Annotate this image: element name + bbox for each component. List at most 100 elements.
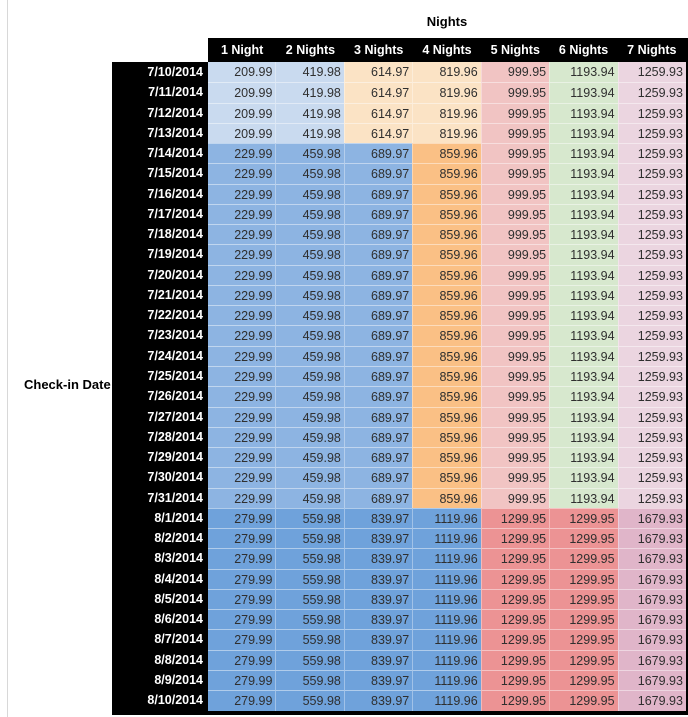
price-cell[interactable]: 859.96 — [412, 365, 481, 387]
price-cell[interactable]: 459.98 — [275, 325, 344, 346]
price-cell[interactable]: 1259.93 — [617, 447, 686, 468]
price-cell[interactable]: 1193.94 — [549, 102, 618, 123]
price-cell[interactable]: 999.95 — [480, 82, 550, 103]
price-cell[interactable]: 1259.93 — [617, 203, 686, 225]
price-cell[interactable]: 1299.95 — [549, 629, 618, 650]
date-cell[interactable]: 8/2/2014 — [112, 528, 208, 549]
date-cell[interactable]: 7/19/2014 — [112, 244, 208, 265]
price-cell[interactable]: 859.96 — [412, 163, 481, 184]
price-cell[interactable]: 559.98 — [275, 649, 344, 670]
price-cell[interactable]: 1193.94 — [549, 345, 618, 366]
price-cell[interactable]: 1119.96 — [412, 548, 481, 569]
price-cell[interactable]: 1259.93 — [617, 386, 686, 407]
price-cell[interactable]: 459.98 — [275, 447, 344, 468]
price-cell[interactable]: 819.96 — [412, 82, 481, 103]
price-cell[interactable]: 839.97 — [343, 649, 413, 670]
price-cell[interactable]: 459.98 — [275, 386, 344, 407]
price-cell[interactable]: 1193.94 — [549, 122, 618, 144]
price-cell[interactable]: 999.95 — [480, 345, 550, 366]
price-cell[interactable]: 859.96 — [412, 244, 481, 265]
price-cell[interactable]: 1299.95 — [549, 548, 618, 569]
price-cell[interactable]: 459.98 — [275, 365, 344, 387]
price-cell[interactable]: 689.97 — [343, 386, 413, 407]
price-cell[interactable]: 459.98 — [275, 264, 344, 285]
price-cell[interactable]: 1259.93 — [617, 224, 686, 245]
price-cell[interactable]: 999.95 — [480, 264, 550, 285]
price-cell[interactable]: 689.97 — [343, 406, 413, 427]
price-cell[interactable]: 559.98 — [275, 609, 344, 630]
price-cell[interactable]: 859.96 — [412, 345, 481, 366]
price-cell[interactable]: 689.97 — [343, 467, 413, 488]
price-cell[interactable]: 1193.94 — [549, 467, 618, 488]
price-cell[interactable]: 689.97 — [343, 345, 413, 366]
price-cell[interactable]: 859.96 — [412, 467, 481, 488]
price-cell[interactable]: 279.99 — [208, 609, 276, 630]
date-cell[interactable]: 7/29/2014 — [112, 447, 208, 468]
price-cell[interactable]: 999.95 — [480, 467, 550, 488]
price-cell[interactable]: 1259.93 — [617, 183, 686, 204]
price-cell[interactable]: 459.98 — [275, 487, 344, 508]
price-cell[interactable]: 819.96 — [412, 62, 481, 83]
price-cell[interactable]: 229.99 — [208, 284, 276, 306]
price-cell[interactable]: 1193.94 — [549, 244, 618, 265]
price-cell[interactable]: 1259.93 — [617, 284, 686, 306]
price-cell[interactable]: 999.95 — [480, 183, 550, 204]
price-cell[interactable]: 819.96 — [412, 102, 481, 123]
price-cell[interactable]: 839.97 — [343, 528, 413, 549]
price-cell[interactable]: 1119.96 — [412, 669, 481, 691]
price-cell[interactable]: 229.99 — [208, 305, 276, 326]
price-cell[interactable]: 1259.93 — [617, 487, 686, 508]
price-cell[interactable]: 1679.93 — [617, 629, 686, 650]
price-cell[interactable]: 559.98 — [275, 588, 344, 610]
price-cell[interactable]: 1193.94 — [549, 203, 618, 225]
price-cell[interactable]: 1193.94 — [549, 386, 618, 407]
price-cell[interactable]: 1299.95 — [549, 568, 618, 589]
price-cell[interactable]: 614.97 — [343, 82, 413, 103]
price-cell[interactable]: 229.99 — [208, 426, 276, 448]
price-cell[interactable]: 999.95 — [480, 62, 550, 83]
price-cell[interactable]: 1679.93 — [617, 609, 686, 630]
date-cell[interactable]: 7/25/2014 — [112, 365, 208, 387]
price-cell[interactable]: 229.99 — [208, 345, 276, 366]
price-cell[interactable]: 689.97 — [343, 143, 413, 164]
price-cell[interactable]: 1299.95 — [480, 568, 550, 589]
price-cell[interactable]: 279.99 — [208, 568, 276, 589]
price-cell[interactable]: 859.96 — [412, 224, 481, 245]
price-cell[interactable]: 859.96 — [412, 325, 481, 346]
price-cell[interactable]: 1193.94 — [549, 305, 618, 326]
price-cell[interactable]: 859.96 — [412, 447, 481, 468]
price-cell[interactable]: 859.96 — [412, 305, 481, 326]
price-cell[interactable]: 1193.94 — [549, 426, 618, 448]
price-cell[interactable]: 999.95 — [480, 406, 550, 427]
price-cell[interactable]: 839.97 — [343, 629, 413, 650]
price-cell[interactable]: 1259.93 — [617, 143, 686, 164]
price-cell[interactable]: 1193.94 — [549, 365, 618, 387]
date-cell[interactable]: 7/15/2014 — [112, 163, 208, 184]
price-cell[interactable]: 1259.93 — [617, 244, 686, 265]
price-cell[interactable]: 419.98 — [275, 62, 344, 83]
price-cell[interactable]: 999.95 — [480, 102, 550, 123]
price-cell[interactable]: 689.97 — [343, 244, 413, 265]
date-cell[interactable]: 7/17/2014 — [112, 203, 208, 225]
price-cell[interactable]: 859.96 — [412, 143, 481, 164]
price-cell[interactable]: 1119.96 — [412, 507, 481, 529]
date-cell[interactable]: 7/14/2014 — [112, 143, 208, 164]
price-cell[interactable]: 229.99 — [208, 163, 276, 184]
date-cell[interactable]: 8/6/2014 — [112, 609, 208, 630]
date-cell[interactable]: 8/9/2014 — [112, 669, 208, 691]
price-cell[interactable]: 279.99 — [208, 528, 276, 549]
price-cell[interactable]: 859.96 — [412, 406, 481, 427]
price-cell[interactable]: 1299.95 — [480, 629, 550, 650]
date-cell[interactable]: 7/28/2014 — [112, 426, 208, 448]
price-cell[interactable]: 209.99 — [208, 122, 276, 144]
price-cell[interactable]: 1193.94 — [549, 325, 618, 346]
price-cell[interactable]: 209.99 — [208, 62, 276, 83]
price-cell[interactable]: 999.95 — [480, 284, 550, 306]
price-cell[interactable]: 229.99 — [208, 224, 276, 245]
price-cell[interactable]: 614.97 — [343, 62, 413, 83]
price-cell[interactable]: 1259.93 — [617, 345, 686, 366]
price-cell[interactable]: 999.95 — [480, 447, 550, 468]
price-cell[interactable]: 1299.95 — [549, 690, 618, 711]
price-cell[interactable]: 689.97 — [343, 325, 413, 346]
price-cell[interactable]: 459.98 — [275, 284, 344, 306]
